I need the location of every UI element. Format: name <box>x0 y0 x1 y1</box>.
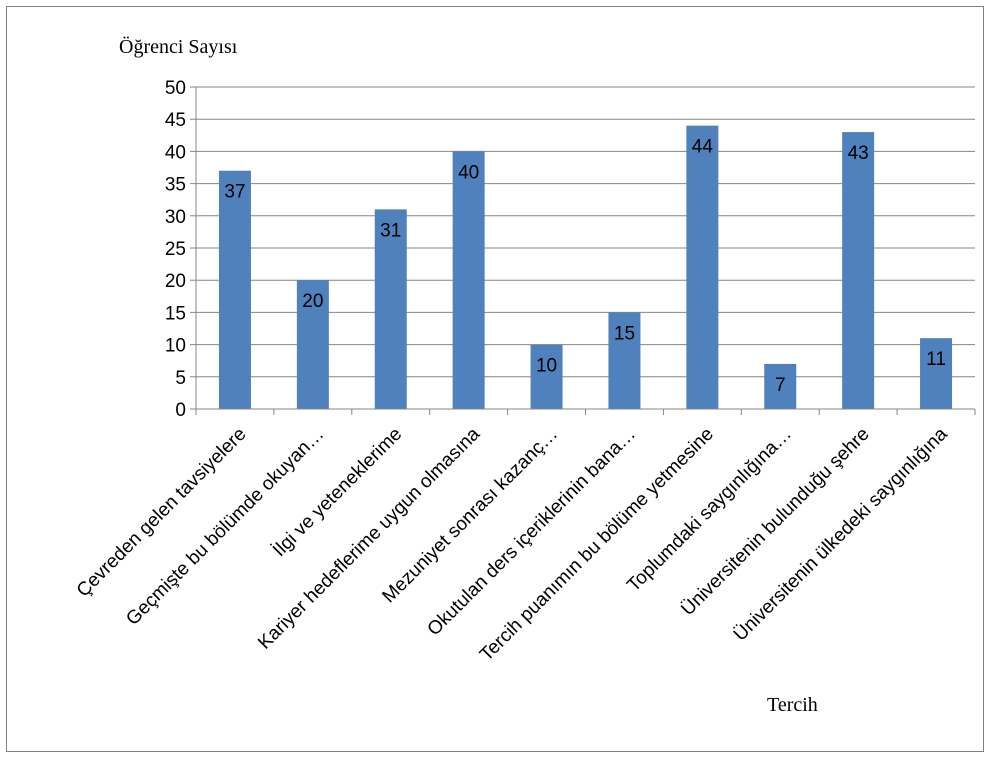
data-label: 11 <box>926 349 946 370</box>
data-label: 7 <box>775 375 786 396</box>
bar <box>608 312 641 409</box>
bar <box>842 132 875 409</box>
data-label: 43 <box>848 143 869 164</box>
bar <box>686 125 719 409</box>
y-tick-label: 35 <box>165 175 186 196</box>
bar <box>452 151 485 409</box>
y-tick-label: 50 <box>165 78 186 99</box>
bar <box>374 209 407 409</box>
y-axis-title: Öğrenci Sayısı <box>119 35 238 58</box>
data-label: 40 <box>458 162 479 183</box>
bar <box>764 363 797 409</box>
y-axis-ticks: 0 5 10 15 20 25 30 35 40 45 50 <box>165 78 197 421</box>
y-tick-label: 15 <box>165 303 186 324</box>
bar-chart: 0 5 10 15 20 25 30 35 40 45 50 37 20 31 40 10 15 44 7 43 11… <box>73 35 976 716</box>
data-labels: 37 20 31 40 10 15 44 7 43 11 <box>224 137 946 396</box>
y-tick-label: 10 <box>165 336 186 357</box>
y-tick-label: 45 <box>165 110 186 131</box>
data-label: 44 <box>692 137 714 158</box>
x-axis-title: Tercih <box>767 694 818 716</box>
data-label: 37 <box>224 182 245 203</box>
y-tick-label: 5 <box>175 368 186 389</box>
bar <box>296 280 329 409</box>
bar <box>920 338 953 409</box>
data-label: 31 <box>380 220 401 241</box>
y-tick-label: 30 <box>165 207 186 228</box>
x-tick-label: İlgi ve yeteneklerime <box>269 424 406 561</box>
y-tick-label: 25 <box>165 239 186 260</box>
chart-frame: 0 5 10 15 20 25 30 35 40 45 50 37 20 31 40 10 15 44 7 43 11… <box>6 6 984 752</box>
y-tick-label: 0 <box>175 400 186 421</box>
x-tick-label: Toplumdaki saygınlığına… <box>623 424 795 596</box>
data-label: 20 <box>302 291 323 312</box>
y-tick-label: 40 <box>165 142 186 163</box>
data-label: 15 <box>614 323 635 344</box>
bars <box>218 125 953 409</box>
bar <box>530 344 563 409</box>
y-tick-label: 20 <box>165 271 186 292</box>
bar <box>218 170 251 409</box>
data-label: 10 <box>536 356 557 377</box>
